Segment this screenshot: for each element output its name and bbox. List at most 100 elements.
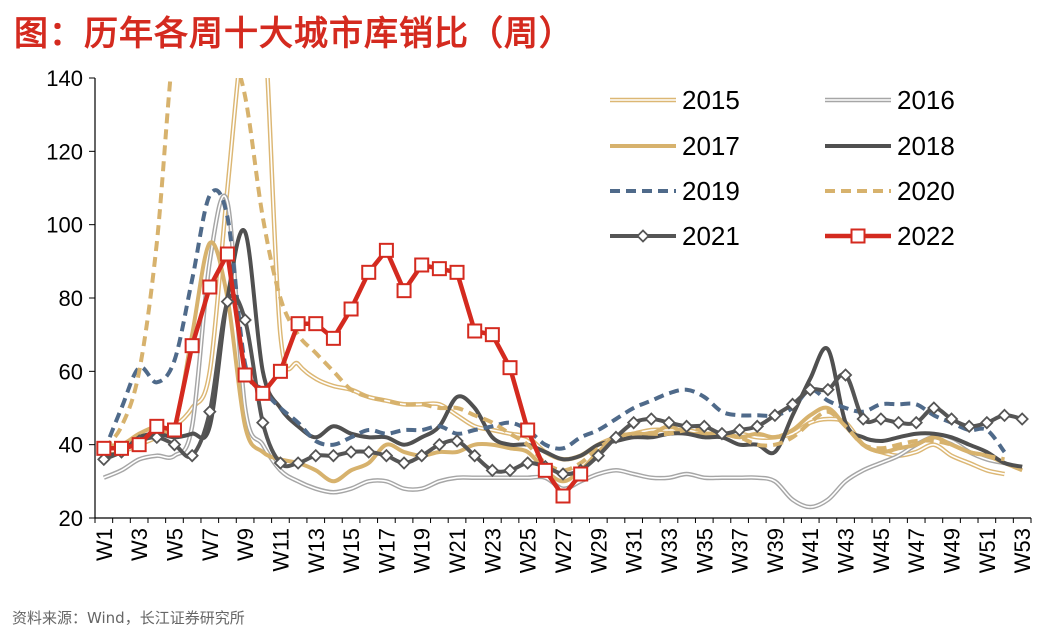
series-layer bbox=[101, 78, 1023, 510]
series-2021-point bbox=[997, 408, 1012, 423]
x-tick-label: W35 bbox=[692, 528, 717, 573]
series-2022-point bbox=[502, 360, 518, 376]
legend-item-2022: 2022 bbox=[825, 221, 955, 251]
series-2022-point bbox=[325, 330, 341, 346]
series-2022-point bbox=[467, 323, 483, 339]
series-2022-point bbox=[131, 437, 147, 453]
series-2022-point bbox=[166, 422, 182, 438]
legend-item-2020: 2020 bbox=[825, 176, 955, 206]
series-2022-point bbox=[396, 283, 412, 299]
y-tick-label: 20 bbox=[59, 506, 83, 531]
legend-item-2018: 2018 bbox=[825, 131, 955, 161]
x-tick-label: W29 bbox=[586, 528, 611, 573]
series-2022-point bbox=[449, 264, 465, 280]
series-2021-point bbox=[344, 445, 358, 459]
legend-label-2019: 2019 bbox=[682, 176, 740, 206]
series-2021-point bbox=[838, 368, 853, 382]
y-tick-label: 120 bbox=[46, 139, 83, 164]
series-2021-point bbox=[485, 463, 500, 478]
chart-title: 图：历年各周十大城市库销比（周） bbox=[14, 14, 574, 54]
series-2021-point bbox=[891, 415, 906, 430]
series-2021-point bbox=[609, 430, 623, 445]
legend-item-2021: 2021 bbox=[610, 221, 740, 251]
series-2022-point bbox=[414, 257, 430, 273]
series-2022-point bbox=[431, 261, 447, 277]
series-2021-point bbox=[450, 434, 464, 448]
series-2021-point bbox=[944, 412, 959, 426]
series-2022-point bbox=[520, 422, 536, 438]
y-tick-label: 60 bbox=[59, 359, 83, 384]
x-tick-label: W19 bbox=[410, 528, 435, 573]
series-2021-point bbox=[503, 463, 517, 478]
series-2021-point bbox=[697, 419, 712, 434]
series-2021-point bbox=[185, 448, 199, 463]
series-2022-point bbox=[96, 440, 112, 456]
legend-label-2015: 2015 bbox=[682, 85, 740, 115]
legend: 2015 2016 2017 2018 2019 2020 2021 2022 bbox=[610, 85, 955, 251]
series-2021-point bbox=[591, 448, 606, 463]
series-2022-point bbox=[149, 418, 165, 434]
x-tick-label: W1 bbox=[92, 528, 117, 561]
series-2021-point bbox=[556, 467, 570, 481]
series-2021-point bbox=[308, 448, 323, 463]
x-tick-label: W53 bbox=[1010, 528, 1035, 573]
x-tick-label: W31 bbox=[622, 528, 647, 573]
x-tick-label: W17 bbox=[374, 528, 399, 573]
series-2021-point bbox=[326, 448, 341, 463]
series-2022-markers bbox=[96, 242, 589, 504]
x-tick-label: W43 bbox=[834, 528, 859, 573]
series-2021-point bbox=[856, 412, 870, 426]
series-2022-point bbox=[555, 488, 571, 504]
series-2022-point bbox=[272, 363, 288, 379]
series-2021-point bbox=[962, 419, 976, 434]
series-2021-point bbox=[167, 437, 182, 452]
series-2022-point bbox=[850, 228, 866, 244]
series-2021-point bbox=[414, 448, 429, 463]
legend-item-2019: 2019 bbox=[610, 176, 740, 206]
series-2021-point bbox=[821, 382, 835, 397]
series-2022-point bbox=[361, 264, 377, 280]
series-2018 bbox=[103, 228, 1023, 469]
legend-label-2020: 2020 bbox=[897, 176, 955, 206]
series-2021-point bbox=[397, 456, 411, 470]
x-tick-label: W39 bbox=[763, 528, 788, 573]
series-2021-point bbox=[626, 415, 641, 430]
y-tick-label: 80 bbox=[59, 286, 83, 311]
series-2021-point bbox=[636, 229, 650, 243]
series-2021-point bbox=[644, 412, 659, 426]
series-2021-point bbox=[520, 456, 535, 470]
y-tick-label: 40 bbox=[59, 433, 83, 458]
legend-item-2016: 2016 bbox=[825, 85, 955, 115]
legend-label-2016: 2016 bbox=[897, 85, 955, 115]
x-tick-label: W3 bbox=[127, 528, 152, 561]
series-2022-point bbox=[113, 440, 129, 456]
x-tick-label: W47 bbox=[904, 528, 929, 573]
x-tick-label: W51 bbox=[975, 528, 1000, 573]
series-2022-point bbox=[343, 301, 359, 317]
series-2021-point bbox=[361, 445, 376, 459]
series-2021-markers bbox=[97, 294, 1029, 481]
series-2022-point bbox=[484, 327, 500, 343]
x-tick-label: W49 bbox=[940, 528, 965, 573]
y-tick-label: 100 bbox=[46, 213, 83, 238]
x-tick-label: W45 bbox=[869, 528, 894, 573]
series-2018-line bbox=[103, 228, 1023, 469]
series-2021-point bbox=[1015, 412, 1029, 426]
series-2021-point bbox=[715, 426, 729, 441]
legend-label-2018: 2018 bbox=[897, 131, 955, 161]
series-2021-point bbox=[874, 412, 888, 426]
series-2022-point bbox=[255, 385, 271, 401]
series-2021-point bbox=[273, 456, 288, 470]
series-2022-point bbox=[290, 316, 306, 332]
legend-label-2022: 2022 bbox=[897, 221, 955, 251]
marker-layer bbox=[96, 242, 1029, 504]
x-tick-label: W13 bbox=[304, 528, 329, 573]
series-2022-point bbox=[573, 466, 589, 482]
series-2022-point bbox=[237, 367, 253, 383]
series-2021-point bbox=[97, 452, 111, 467]
series-2021-point bbox=[785, 397, 800, 412]
x-tick-label: W7 bbox=[198, 528, 223, 561]
series-2021-point bbox=[220, 294, 235, 309]
x-tick-label: W9 bbox=[233, 528, 258, 561]
x-tick-label: W15 bbox=[339, 528, 364, 573]
